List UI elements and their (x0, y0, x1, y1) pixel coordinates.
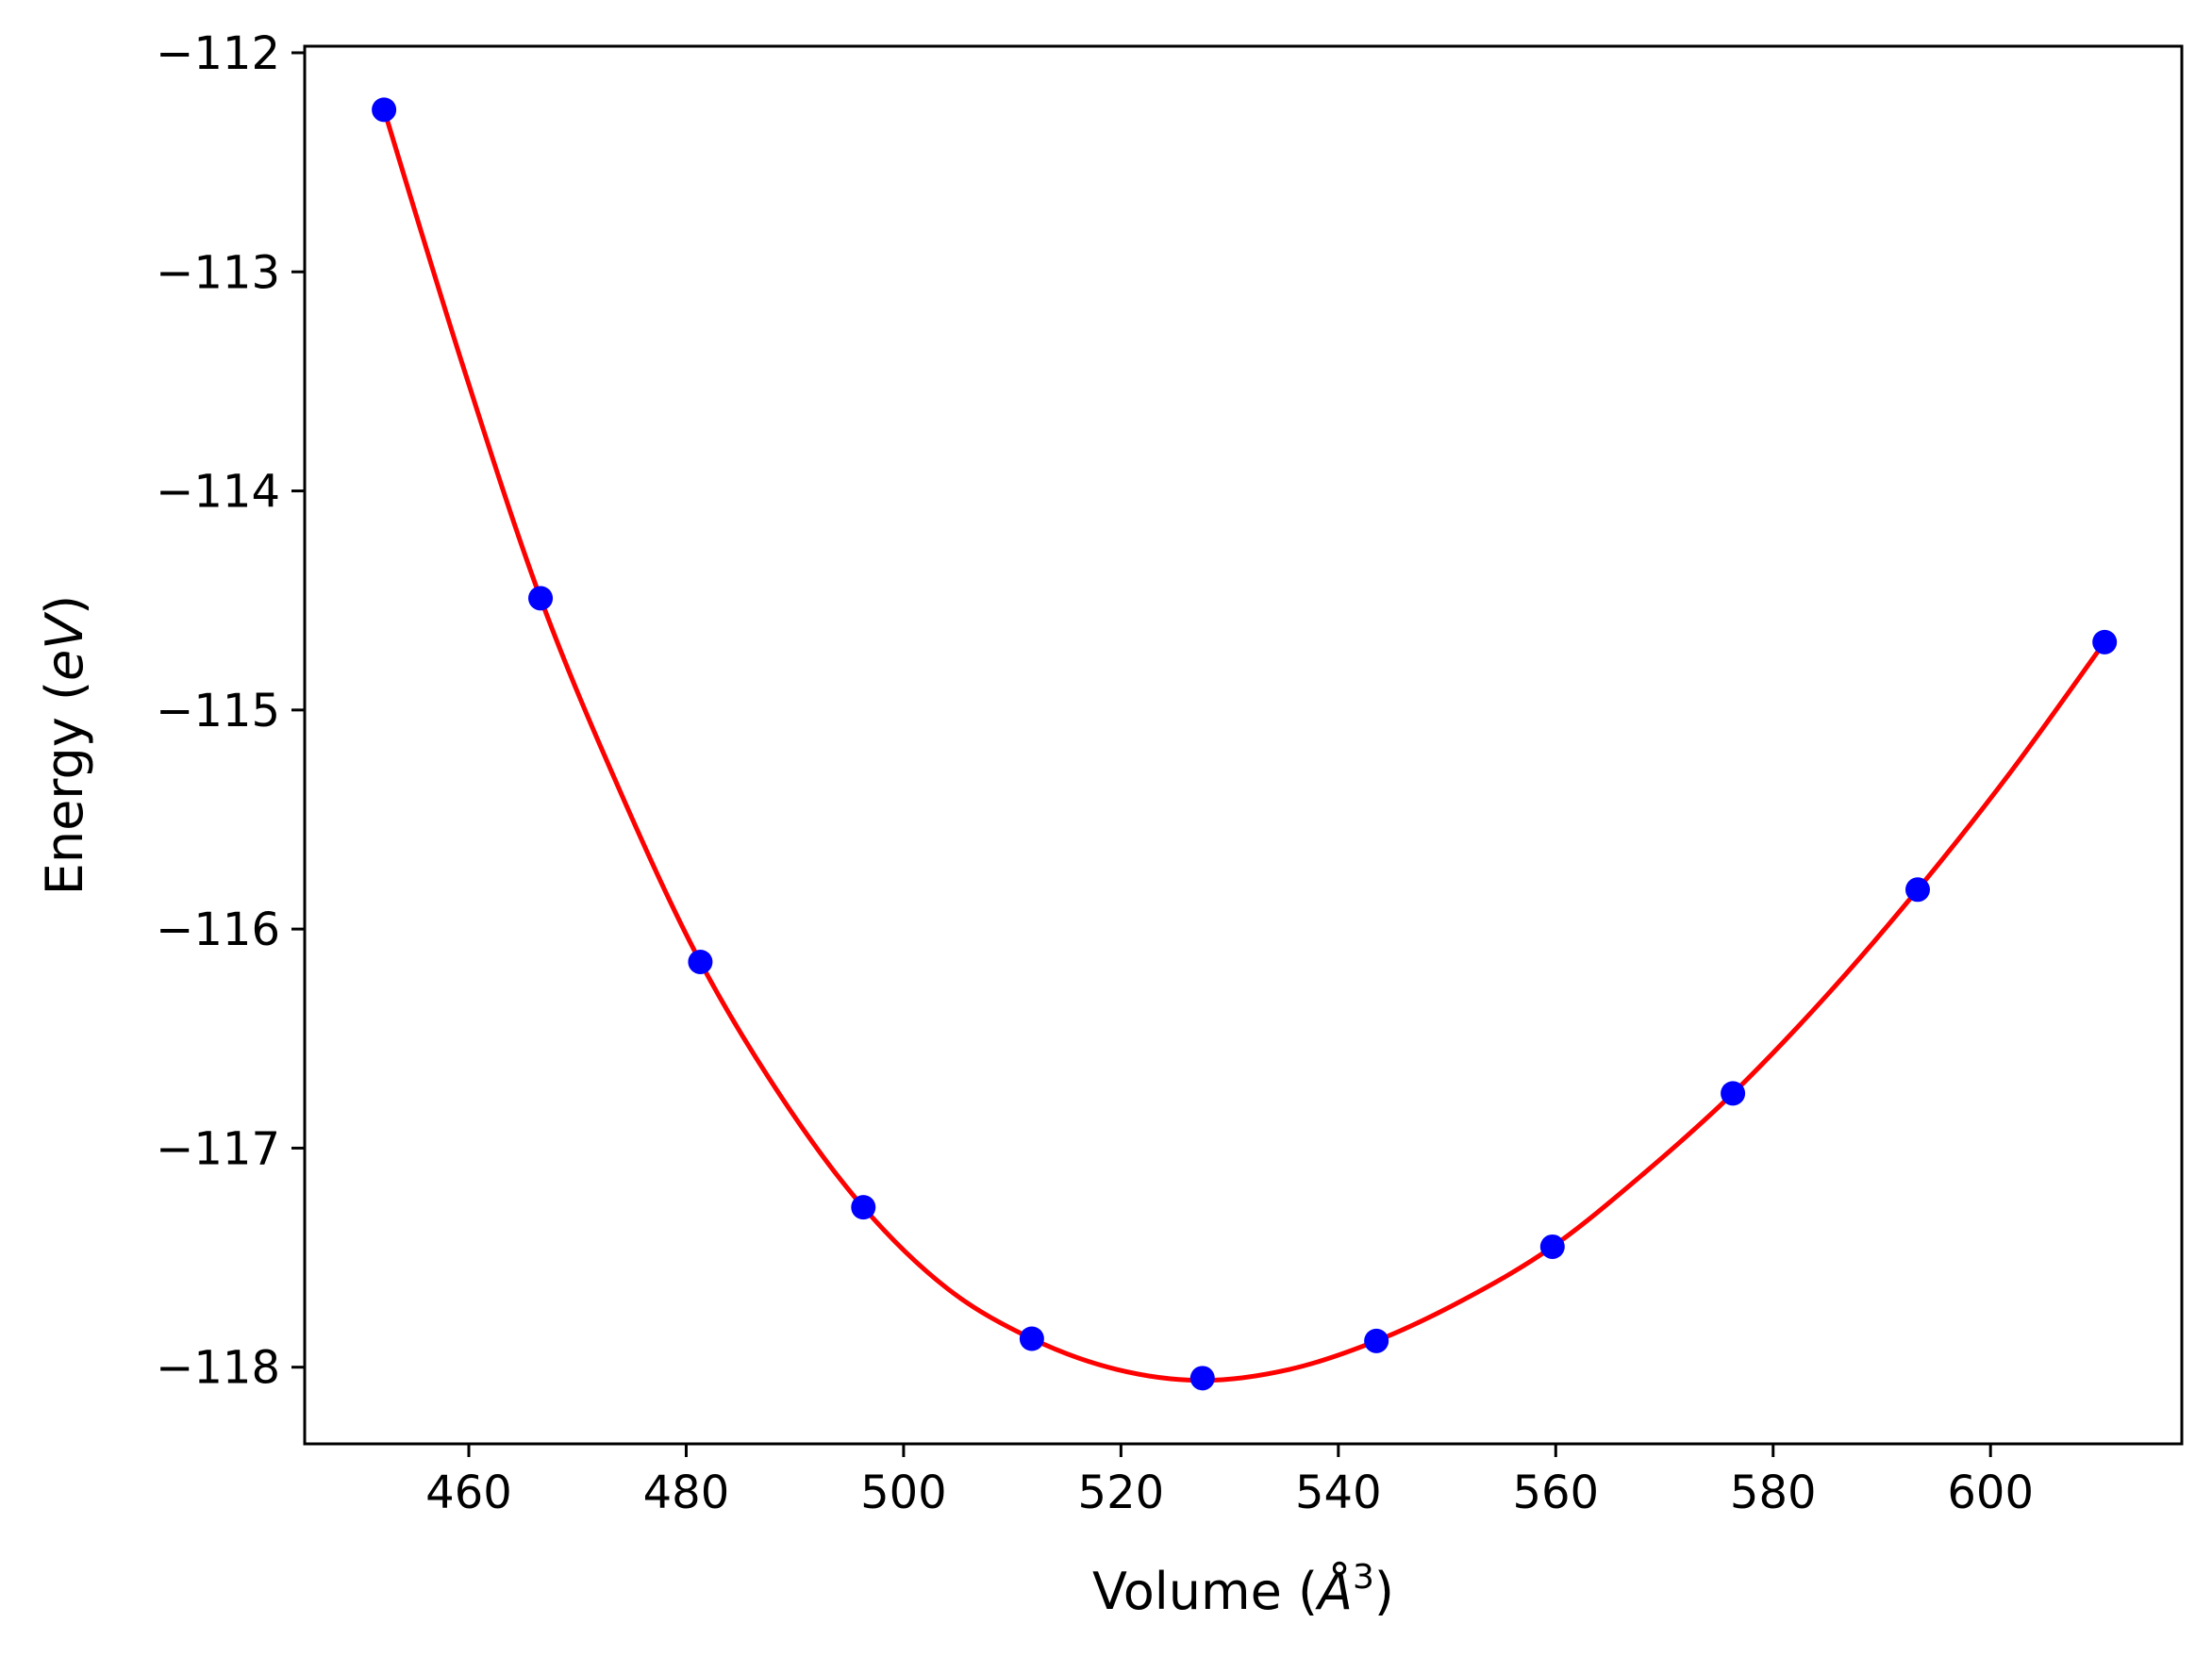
fit-curve-layer (381, 107, 2107, 1384)
data-point (1019, 1326, 1044, 1351)
x-tick-label: 500 (860, 1466, 947, 1519)
y-tick-label: −115 (156, 685, 280, 737)
y-tick-label: −114 (156, 466, 280, 519)
y-axis-ticks: −112 −113 −114 −115 −116 −117 −118 (156, 27, 305, 1395)
data-points-layer (372, 97, 2118, 1391)
y-tick-label: −118 (156, 1342, 280, 1395)
data-point (1721, 1081, 1746, 1106)
x-tick-label: 540 (1295, 1466, 1382, 1519)
data-point (372, 97, 397, 123)
data-point (688, 949, 713, 974)
x-tick-label: 460 (425, 1466, 512, 1519)
data-point (528, 586, 554, 611)
y-axis-label-unit: eV (35, 611, 94, 681)
data-point (2092, 629, 2118, 655)
fit-curve (381, 107, 2107, 1384)
y-tick-label: −117 (156, 1122, 280, 1175)
x-tick-label: 580 (1730, 1466, 1817, 1519)
y-tick-label: −113 (156, 246, 280, 299)
data-point (1539, 1234, 1565, 1259)
y-axis-label: Energy (eV) (35, 595, 94, 896)
x-axis-label: Volume (Å3) (1092, 1558, 1394, 1621)
data-point (1189, 1366, 1215, 1391)
y-tick-label: −116 (156, 903, 280, 956)
x-tick-label: 560 (1512, 1466, 1599, 1519)
y-axis-label-close: ) (35, 595, 94, 615)
data-point (1364, 1328, 1389, 1353)
data-point (851, 1195, 876, 1220)
plot-area-frame (303, 44, 2184, 1446)
x-axis-label-text: Volume ( (1092, 1562, 1318, 1621)
x-axis-label-exponent: 3 (1353, 1558, 1374, 1597)
x-axis-label-symbol: Å (1315, 1561, 1353, 1621)
y-tick-label: −112 (156, 27, 280, 80)
y-axis-label-text: Energy ( (35, 681, 94, 895)
x-tick-label: 480 (643, 1466, 730, 1519)
x-tick-label: 600 (1947, 1466, 2034, 1519)
x-axis-ticks: 460 480 500 520 540 560 580 600 (425, 1444, 2034, 1519)
data-point (1904, 877, 1930, 903)
x-axis-label-close: ) (1374, 1562, 1394, 1621)
x-tick-label: 520 (1078, 1466, 1165, 1519)
